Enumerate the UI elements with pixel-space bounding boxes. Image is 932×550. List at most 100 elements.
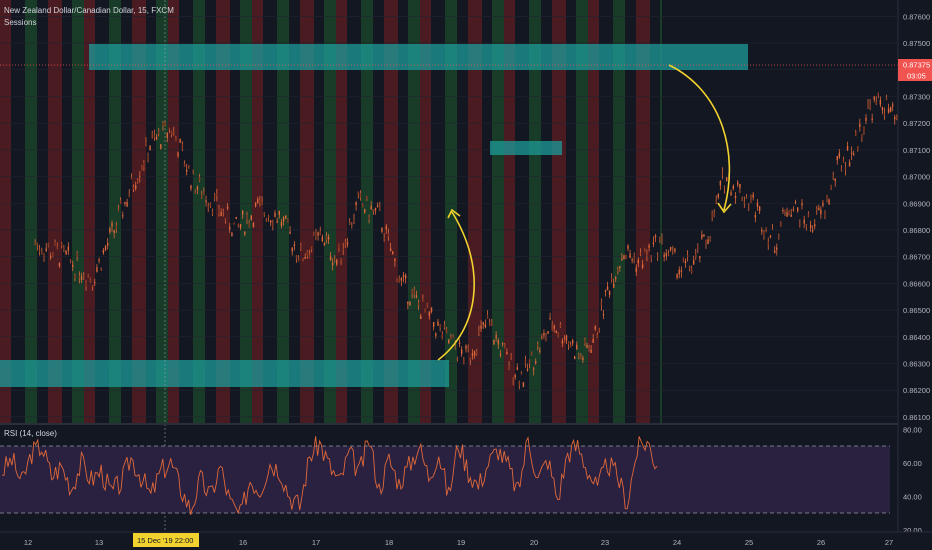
candle-body [381,227,383,233]
candle-body [541,336,543,338]
candle-body [222,211,224,213]
candle-body [331,262,334,266]
candle-body [486,314,489,319]
candle-body [493,339,495,345]
candle-body [327,236,330,240]
candle-body [497,340,499,345]
candle-body [319,231,321,236]
candle-body [439,323,441,328]
candle-body [465,345,467,349]
candle-body [113,229,115,233]
candle-body [220,211,222,217]
session-stripe-red [504,0,515,423]
candle-body [641,264,644,268]
candle-body [711,212,713,218]
candle-body [741,198,743,200]
candle-body [625,254,627,260]
candle-body [672,249,674,251]
candle-body [692,260,695,265]
candle-body [678,269,680,275]
candle-body [621,259,623,261]
candle-body [441,334,443,340]
candle-body [428,311,431,316]
candle-body [547,331,549,334]
time-scale-background [0,532,932,550]
candle-body [508,366,510,369]
down-arrowhead [717,202,732,214]
indicator-label: Sessions [4,18,37,27]
candle-body [633,254,635,260]
candle-body [786,212,788,217]
candle-body [254,202,257,207]
candle-body [300,244,302,250]
candle-body [211,210,214,215]
candle-body [175,137,177,142]
candle-body [52,252,54,258]
candle-body [89,277,92,282]
candle-body [848,162,851,167]
candle-body [743,201,746,204]
symbol-title: New Zealand Dollar/Canadian Dollar, 15, … [4,6,174,15]
candle-body [72,264,74,267]
countdown-tag [898,70,932,81]
candle-body [792,209,795,211]
candle-body [480,325,482,329]
candle-body [344,242,347,246]
candle-body [859,123,861,128]
candle-body [402,275,405,278]
candle-body [157,130,160,134]
candle-body [58,262,61,267]
candle-body [422,298,424,302]
candle-body [34,242,36,245]
candle-body [430,307,433,312]
candle-body [578,355,580,357]
candle-body [342,248,344,251]
time-tick-label: 23 [601,538,609,547]
candle-body [213,194,216,199]
down-arrow-curve [668,64,731,211]
candle-body [409,301,411,306]
candle-body [734,195,737,199]
candle-body [811,230,814,232]
candle-body [667,253,670,256]
candle-body [139,175,141,177]
candle-body [151,134,153,138]
candle-body [467,347,469,349]
candle-body [863,127,865,133]
price-tick-label: 0.86500 [903,306,930,315]
candle-body [257,198,259,204]
candle-body [639,253,642,255]
candle-body [887,108,890,113]
candle-body [803,219,805,224]
candle-body [248,222,250,228]
candle-body [707,239,709,245]
candle-body [559,324,562,327]
candle-body [512,376,514,380]
session-stripe-green [277,0,289,423]
candle-body [501,343,504,345]
candle-body [580,356,582,359]
price-tick-label: 0.86400 [903,333,930,342]
price-tick-label: 0.87500 [903,39,930,48]
candle-body [840,168,843,170]
candle-body [832,176,834,178]
candle-body [665,253,668,257]
candle-body [56,246,58,249]
candle-body [737,182,739,185]
session-stripe-green [324,0,336,423]
candle-body [610,277,613,281]
candle-body [177,152,179,157]
candle-body [545,336,547,340]
up-arrowhead [447,208,461,219]
candle-body [155,137,158,140]
candle-body [637,259,639,264]
candle-body [420,315,422,320]
candle-body [404,275,407,279]
candle-body [398,278,400,283]
candle-body [109,228,111,233]
time-tick-label: 20 [530,538,538,547]
candle-body [448,339,450,344]
candle-body [557,332,559,338]
candle-body [836,155,838,161]
